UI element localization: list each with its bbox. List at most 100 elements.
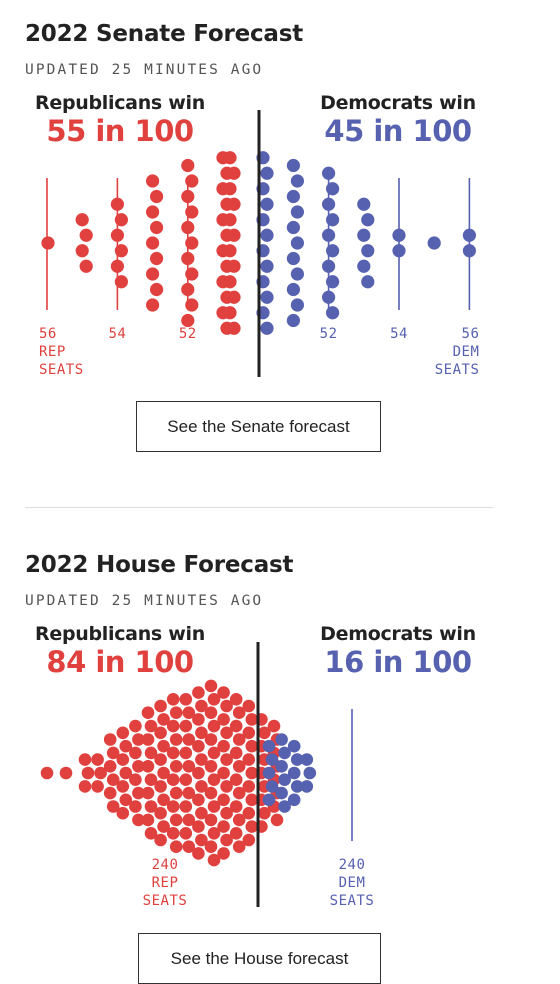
senate-outcome-dot <box>223 182 237 196</box>
house-outcome-dot <box>192 820 205 833</box>
house-outcome-dot <box>192 847 205 860</box>
senate-outcome-dot <box>286 251 300 266</box>
house-outcome-dot <box>278 800 291 813</box>
house-outcome-dot <box>207 800 221 813</box>
house-outcome-dot <box>217 793 230 807</box>
house-outcome-dot <box>229 746 243 760</box>
senate-dem-label: Democrats win <box>320 92 476 114</box>
senate-outcome-dot <box>322 259 336 273</box>
senate-outcome-dot <box>181 158 195 173</box>
senate-outcome-dot <box>185 267 199 281</box>
house-outcome-dot <box>116 780 130 793</box>
house-outcome-dot <box>169 813 183 827</box>
house-outcome-dot <box>229 773 243 786</box>
senate-outcome-dot <box>286 189 300 204</box>
senate-outcome-dot <box>181 251 195 266</box>
senate-outcome-dot <box>181 282 195 297</box>
house-outcome-dot <box>232 706 246 719</box>
house-rep-label: Republicans win <box>35 623 205 645</box>
house-outcome-dot <box>229 800 243 813</box>
house-outcome-dot <box>182 813 196 827</box>
house-title: 2022 House Forecast <box>25 552 294 578</box>
senate-forecast-panel: 2022 Senate Forecast UPDATED 25 MINUTES … <box>0 0 560 480</box>
senate-marker-label: 54 <box>390 326 408 342</box>
house-outcome-dot <box>78 780 92 793</box>
house-outcome-dot <box>245 766 259 780</box>
house-outcome-dot <box>195 833 208 847</box>
senate-marker-label: REP <box>39 344 66 360</box>
house-rep-odds: 84 in 100 <box>46 645 194 679</box>
senate-marker-label: 56 <box>39 326 57 342</box>
house-marker-label: 240 <box>339 857 366 873</box>
senate-outcome-dot <box>223 306 237 320</box>
senate-outcome-dot <box>146 174 160 188</box>
house-outcome-dot <box>204 733 218 746</box>
house-outcome-dot <box>287 793 301 807</box>
senate-outcome-dot <box>462 244 476 258</box>
house-outcome-dot <box>154 806 167 820</box>
senate-outcome-dot <box>227 166 241 180</box>
house-outcome-dot <box>166 827 180 840</box>
house-outcome-dot <box>300 780 314 793</box>
house-dem-label: Democrats win <box>320 623 476 645</box>
senate-outcome-dot <box>322 197 336 211</box>
senate-outcome-dot <box>357 259 371 273</box>
senate-outcome-dot <box>361 275 375 289</box>
senate-dem-odds: 45 in 100 <box>324 114 472 148</box>
house-outcome-dot <box>195 699 208 713</box>
house-outcome-dot <box>278 746 291 760</box>
house-outcome-dot <box>129 773 142 786</box>
house-outcome-dot <box>220 780 233 793</box>
senate-outcome-dot <box>290 298 304 312</box>
house-outcome-dot <box>204 813 218 827</box>
house-outcome-dot <box>132 813 145 827</box>
house-outcome-dot <box>182 760 196 773</box>
senate-outcome-dot <box>286 158 300 173</box>
senate-outcome-dot <box>185 205 199 219</box>
house-outcome-dot <box>207 853 221 867</box>
house-outcome-dot <box>245 820 259 833</box>
senate-outcome-dot <box>223 275 237 289</box>
house-outcome-dot <box>220 833 233 847</box>
senate-outcome-dot <box>150 282 164 297</box>
senate-outcome-dot <box>326 182 340 196</box>
senate-outcome-dot <box>79 259 93 273</box>
senate-outcome-dot <box>75 213 89 227</box>
senate-outcome-dot <box>260 197 274 211</box>
senate-outcome-dot <box>227 228 241 242</box>
house-outcome-dot <box>154 833 167 847</box>
house-outcome-dot <box>119 739 133 753</box>
senate-marker-label: SEATS <box>39 362 84 378</box>
house-outcome-dot <box>179 827 193 840</box>
house-outcome-dot <box>116 753 130 766</box>
see-house-forecast-button[interactable]: See the House forecast <box>138 933 381 984</box>
senate-outcome-dot <box>286 220 300 235</box>
house-outcome-dot <box>217 739 230 753</box>
house-outcome-dot <box>195 780 208 793</box>
senate-marker-label: 52 <box>320 326 338 342</box>
senate-outcome-dot <box>227 321 241 335</box>
house-outcome-dot <box>192 686 205 699</box>
senate-outcome-dot <box>185 236 199 250</box>
senate-outcome-dot <box>290 174 304 188</box>
house-outcome-dot <box>232 786 246 800</box>
house-outcome-dot <box>182 786 196 800</box>
house-outcome-dot <box>245 713 259 726</box>
house-outcome-dot <box>232 840 246 853</box>
house-outcome-dot <box>132 760 145 773</box>
house-outcome-dot <box>192 739 205 753</box>
house-outcome-dot <box>245 793 259 807</box>
senate-outcome-dot <box>326 213 340 227</box>
house-outcome-dot <box>116 726 130 740</box>
senate-outcome-dot <box>462 228 476 242</box>
house-outcome-dot <box>300 753 314 766</box>
house-outcome-dot <box>157 713 170 726</box>
see-senate-forecast-button[interactable]: See the Senate forecast <box>136 401 381 452</box>
section-divider <box>25 507 493 508</box>
house-outcome-dot <box>262 739 276 753</box>
senate-outcome-dot <box>326 275 340 289</box>
house-outcome-dot <box>278 773 291 786</box>
house-outcome-dot <box>166 693 180 706</box>
house-outcome-dot <box>154 699 167 713</box>
